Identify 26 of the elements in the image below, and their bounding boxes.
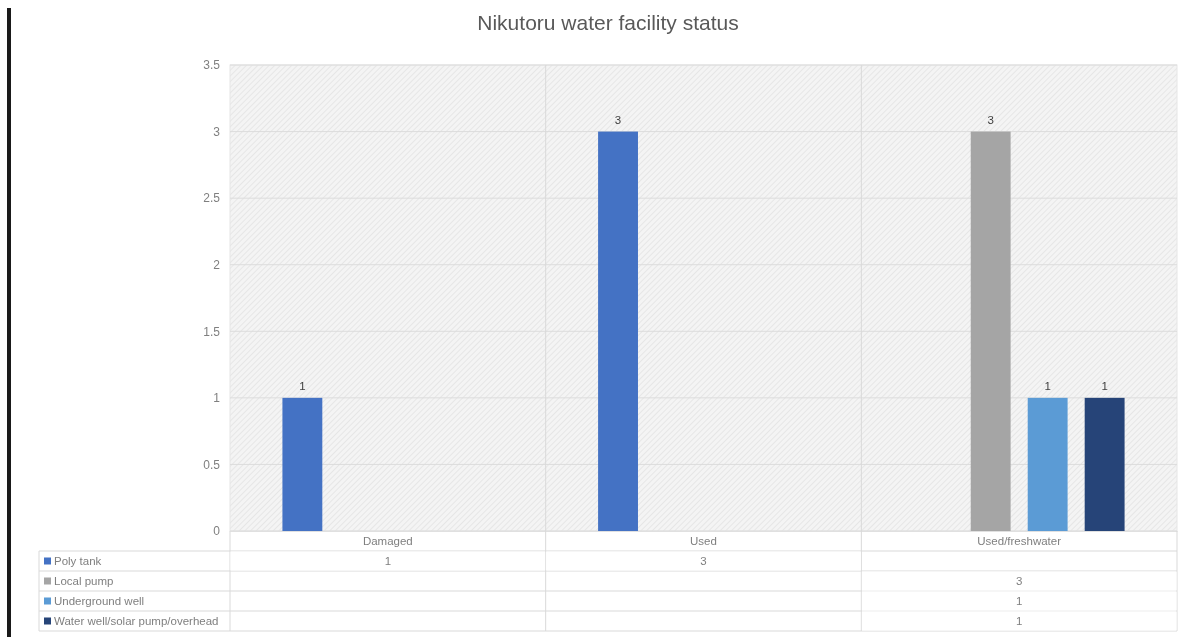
y-tick-label: 2.5 (203, 191, 221, 206)
y-tick-label: 1 (213, 391, 221, 406)
y-tick-label: 0.5 (203, 457, 221, 472)
annotation: 1 (299, 379, 306, 392)
y-tick-label: Water well/solar pump/overhead (54, 615, 219, 628)
data-label: 3 (700, 555, 707, 568)
y-tick-label: 3 (213, 124, 221, 139)
x-tick-label: Used/freshwater (977, 535, 1062, 548)
data-label: 3 (1015, 575, 1023, 588)
annotation: 1 (1101, 379, 1108, 392)
x-tick-label: Damaged (362, 535, 413, 548)
annotation: 3 (987, 113, 994, 126)
data-label: 1 (1015, 615, 1023, 628)
y-tick-label: Poly tank (54, 555, 102, 568)
y-tick-label: Underground well (54, 595, 145, 608)
y-tick-label: 1.5 (203, 324, 221, 339)
x-tick-label: Used (690, 535, 717, 548)
data-label: 1 (1015, 595, 1023, 608)
annotation: 3 (614, 113, 622, 126)
y-tick-label: 3.5 (203, 58, 221, 73)
data-label: 1 (384, 555, 392, 568)
y-tick-label: 0 (213, 524, 221, 539)
annotation: 1 (1044, 379, 1051, 392)
y-tick-label: 2 (213, 258, 221, 273)
chart-title: Nikutoru water facility status (477, 11, 739, 34)
y-tick-label: Local pump (54, 575, 114, 588)
